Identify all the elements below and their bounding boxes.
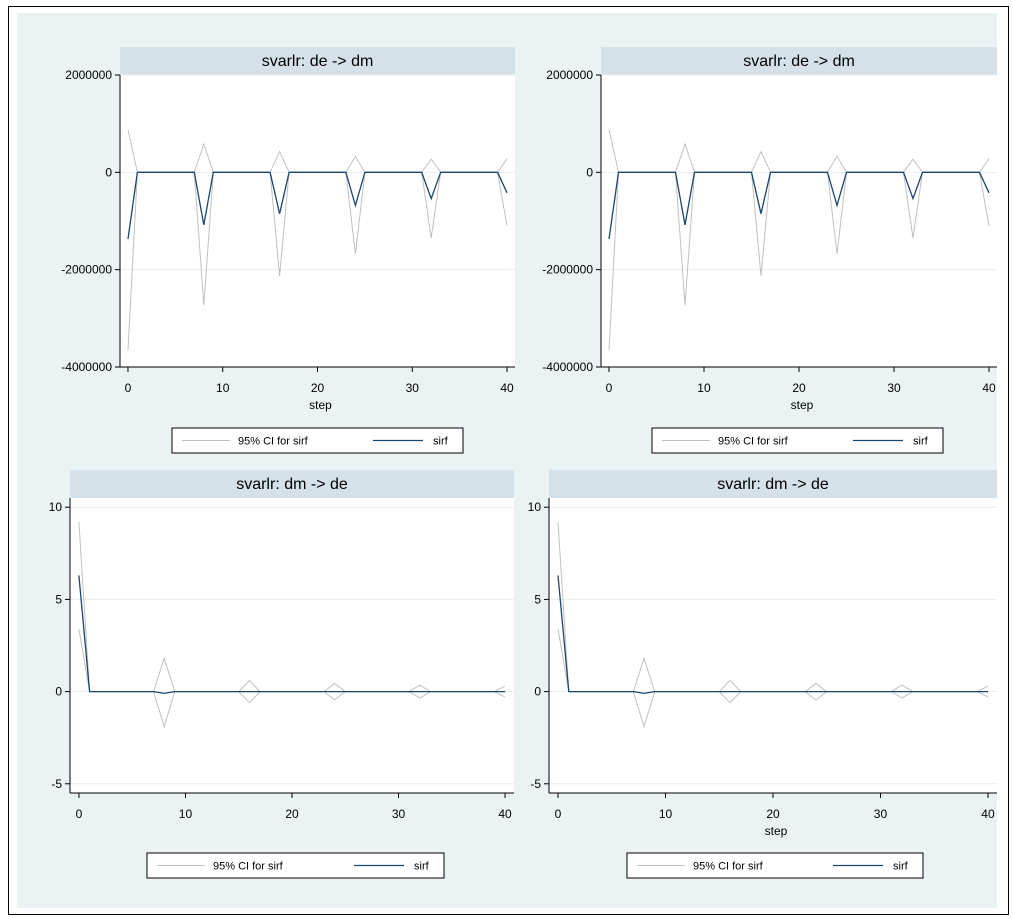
y-tick-label: 5: [55, 592, 62, 606]
x-tick-label: 40: [500, 381, 514, 395]
panel-title-band: [549, 470, 997, 498]
x-tick-label: 0: [76, 807, 83, 821]
panel-1: svarlr: de -> dm -4000000 -2000000 0 2000000…: [61, 47, 515, 454]
panel-title: svarlr: dm -> de: [717, 476, 829, 493]
x-tick-label: 20: [311, 381, 325, 395]
panel-title: svarlr: de -> dm: [743, 53, 855, 70]
panel-4: svarlr: dm -> de -5 0 5 10 0 10 20 30 40 step 95% C…: [528, 470, 997, 879]
y-tick-label: 10: [528, 500, 542, 514]
legend-sirf-label: sirf: [414, 861, 430, 873]
series-sirf-line: [127, 171, 508, 240]
x-tick-label: 10: [659, 807, 673, 821]
y-tick-label: 2000000: [65, 68, 112, 82]
legend-ci-label: 95% CI for sirf: [213, 861, 284, 873]
panel-title-band: [70, 470, 514, 498]
series-sirf-line: [608, 171, 990, 240]
panel-3: svarlr: dm -> de -5 0 5 10 0 10 20 30 40 95% CI fo…: [49, 470, 514, 879]
plot-area: [120, 75, 515, 367]
plot-area: [549, 498, 997, 793]
y-tick-label: -4000000: [61, 360, 112, 374]
panel-title: svarlr: de -> dm: [262, 53, 374, 70]
y-tick-label: 0: [105, 165, 112, 179]
x-axis-title: step: [765, 824, 788, 838]
x-tick-label: 10: [216, 381, 230, 395]
x-tick-label: 40: [981, 807, 995, 821]
plot-area: [70, 498, 514, 793]
y-tick-label: -4000000: [542, 360, 593, 374]
x-tick-label: 30: [887, 381, 901, 395]
x-tick-label: 0: [606, 381, 613, 395]
x-tick-label: 30: [874, 807, 888, 821]
x-tick-label: 20: [285, 807, 299, 821]
y-tick-label: 5: [534, 592, 541, 606]
y-tick-label: 0: [55, 685, 62, 699]
x-tick-label: 30: [392, 807, 406, 821]
x-tick-label: 30: [406, 381, 420, 395]
legend-ci-label: 95% CI for sirf: [693, 861, 764, 873]
x-tick-label: 20: [766, 807, 780, 821]
x-tick-label: 0: [125, 381, 132, 395]
series-sirf-line: [557, 575, 988, 695]
plot-area: [601, 75, 997, 367]
legend-ci-label: 95% CI for sirf: [238, 436, 309, 448]
y-tick-label: 0: [534, 685, 541, 699]
x-tick-label: 20: [792, 381, 806, 395]
x-tick-label: 40: [982, 381, 996, 395]
x-axis-title: step: [791, 398, 814, 412]
panel-2: svarlr: de -> dm -4000000 -2000000 0 2000000…: [542, 47, 997, 454]
x-tick-label: 40: [498, 807, 512, 821]
x-axis-title: step: [309, 398, 332, 412]
legend-ci-label: 95% CI for sirf: [718, 436, 789, 448]
y-tick-label: -2000000: [61, 263, 112, 277]
x-tick-label: 10: [697, 381, 711, 395]
y-tick-label: 10: [49, 500, 63, 514]
series-sirf-line: [78, 575, 506, 695]
y-tick-label: 0: [586, 165, 593, 179]
panel-title-band: [120, 47, 515, 75]
y-tick-label: -5: [51, 777, 62, 791]
y-tick-label: -5: [530, 777, 541, 791]
x-tick-label: 0: [555, 807, 562, 821]
y-tick-label: 2000000: [546, 68, 593, 82]
legend-sirf-label: sirf: [893, 861, 909, 873]
panel-title-band: [601, 47, 997, 75]
legend-sirf-label: sirf: [433, 436, 449, 448]
x-tick-label: 10: [179, 807, 193, 821]
y-tick-label: -2000000: [542, 263, 593, 277]
legend-sirf-label: sirf: [913, 436, 929, 448]
panel-title: svarlr: dm -> de: [236, 476, 348, 493]
